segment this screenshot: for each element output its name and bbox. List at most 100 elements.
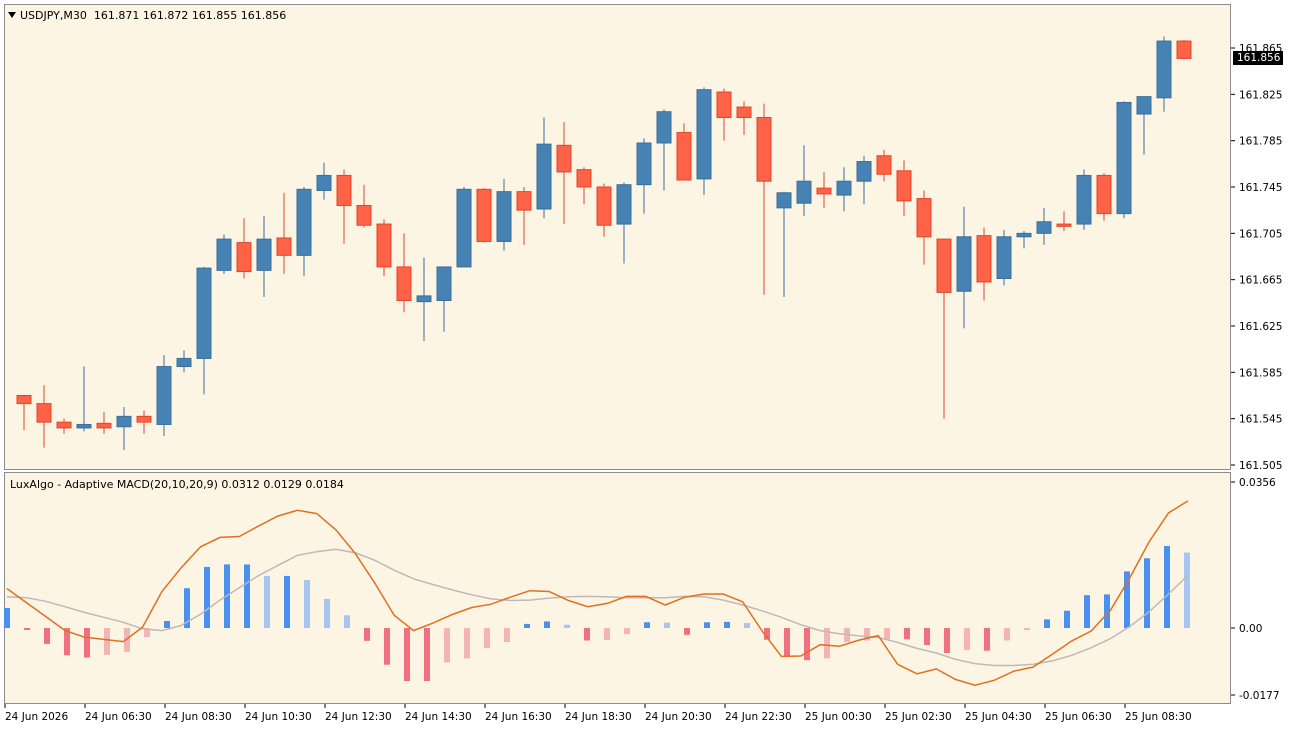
- histogram-bar: [744, 623, 750, 628]
- time-axis-label: 25 Jun 08:30: [1125, 711, 1192, 723]
- histogram-bar: [1064, 610, 1070, 628]
- time-axis-label: 24 Jun 12:30: [325, 711, 392, 723]
- candle-body: [916, 198, 932, 238]
- candle-body: [596, 186, 612, 226]
- time-axis-label: 24 Jun 22:30: [725, 711, 792, 723]
- candle-body: [1156, 40, 1172, 99]
- candle-body: [1096, 174, 1112, 215]
- candle-body: [1016, 232, 1032, 238]
- candle-body: [16, 395, 32, 405]
- candle-body: [776, 192, 792, 209]
- histogram-bar: [904, 628, 910, 640]
- current-price-tag: 161.856: [1233, 51, 1283, 66]
- histogram-bar: [1184, 552, 1190, 628]
- candle-body: [176, 357, 192, 368]
- candle-body: [756, 117, 772, 182]
- histogram-bar: [1004, 628, 1010, 641]
- candle-body: [696, 89, 712, 180]
- histogram-bar: [564, 624, 570, 628]
- candle-body: [676, 132, 692, 181]
- price-axis-label: 161.545: [1239, 414, 1282, 426]
- chart-header: USDJPY,M30 161.871 161.872 161.855 161.8…: [8, 9, 286, 22]
- candle-body: [896, 170, 912, 202]
- histogram-bar: [964, 628, 970, 650]
- candle-body: [96, 422, 112, 429]
- histogram-bar: [1044, 619, 1050, 628]
- indicator-axis-label: 0.0356: [1239, 477, 1276, 489]
- time-axis-label: 24 Jun 20:30: [645, 711, 712, 723]
- histogram-bar: [484, 628, 490, 649]
- candle-body: [416, 295, 432, 303]
- time-axis-label: 25 Jun 04:30: [965, 711, 1032, 723]
- histogram-bar: [864, 628, 870, 641]
- candle-body: [1036, 221, 1052, 234]
- histogram-bar: [104, 628, 110, 655]
- histogram-bar: [164, 621, 170, 628]
- histogram-bar: [464, 628, 470, 659]
- price-axis-label: 161.825: [1239, 89, 1282, 101]
- candle-body: [976, 235, 992, 283]
- time-axis-label: 25 Jun 02:30: [885, 711, 952, 723]
- histogram-bar: [544, 621, 550, 628]
- histogram-bar: [364, 628, 370, 641]
- candle-body: [796, 180, 812, 204]
- histogram-bar: [184, 588, 190, 628]
- candle-body: [1176, 40, 1192, 59]
- histogram-bar: [924, 628, 930, 646]
- histogram-bar: [724, 621, 730, 628]
- candle-body: [576, 169, 592, 188]
- candle-body: [816, 187, 832, 195]
- time-axis-label: 24 Jun 2026: [5, 711, 68, 723]
- candle-body: [456, 188, 472, 268]
- histogram-bar: [584, 628, 590, 641]
- histogram-bar: [644, 622, 650, 628]
- time-axis-label: 24 Jun 18:30: [565, 711, 632, 723]
- candle-body: [256, 238, 272, 271]
- histogram-bar: [1084, 595, 1090, 628]
- candle-body: [636, 142, 652, 186]
- candle-body: [936, 238, 952, 293]
- candle-body: [276, 237, 292, 256]
- candle-body: [656, 111, 672, 144]
- candle-body: [396, 266, 412, 302]
- histogram-bar: [424, 628, 430, 681]
- histogram-bar: [784, 628, 790, 657]
- candle-body: [736, 106, 752, 118]
- candle-body: [556, 144, 572, 173]
- price-axis-label: 161.865: [1239, 43, 1282, 55]
- indicator-title: LuxAlgo - Adaptive MACD(20,10,20,9): [10, 478, 218, 491]
- time-axis-label: 24 Jun 08:30: [165, 711, 232, 723]
- time-axis-label: 24 Jun 16:30: [485, 711, 552, 723]
- candle-body: [1056, 223, 1072, 227]
- histogram-bar: [944, 628, 950, 653]
- indicator-axis-label: -0.0177: [1239, 690, 1280, 702]
- indicator-axis-label: 0.00: [1239, 623, 1262, 635]
- ohlc-values: 161.871 161.872 161.855 161.856: [93, 9, 287, 22]
- histogram-bar: [704, 622, 710, 628]
- candle-body: [436, 266, 452, 302]
- histogram-bar: [284, 575, 290, 628]
- histogram-bar: [264, 575, 270, 628]
- price-axis-label: 161.665: [1239, 275, 1282, 287]
- candle-body: [376, 223, 392, 268]
- histogram-bar: [664, 622, 670, 628]
- time-axis-label: 25 Jun 00:30: [805, 711, 872, 723]
- candle-body: [156, 366, 172, 425]
- histogram-bar: [524, 623, 530, 628]
- candle-body: [856, 161, 872, 182]
- histogram-bar: [1024, 628, 1030, 630]
- indicator-header: LuxAlgo - Adaptive MACD(20,10,20,9) 0.03…: [10, 478, 344, 491]
- histogram-bar: [1104, 594, 1110, 628]
- candle-body: [836, 180, 852, 196]
- candle-body: [216, 238, 232, 271]
- histogram-bar: [304, 580, 310, 628]
- price-axis-label: 161.705: [1239, 228, 1282, 240]
- triangle-down-icon[interactable]: [8, 12, 16, 18]
- histogram-bar: [44, 628, 50, 644]
- histogram-bar: [1124, 571, 1130, 628]
- histogram-bar: [4, 607, 10, 628]
- histogram-bar: [984, 628, 990, 651]
- histogram-bar: [504, 628, 510, 643]
- candle-body: [116, 415, 132, 428]
- histogram-bar: [324, 598, 330, 628]
